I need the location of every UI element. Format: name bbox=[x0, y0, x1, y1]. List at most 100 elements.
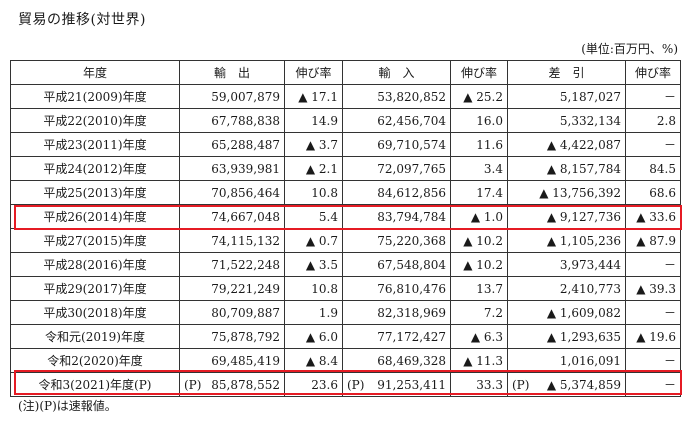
cell-balance-rate-value: 68.6 bbox=[649, 185, 676, 200]
cell-export: 80,709,887 bbox=[179, 300, 285, 325]
cell-import-value: 83,794,784 bbox=[377, 209, 446, 224]
table-row: 平成21(2009)年度 59,007,879 ▲ 17.1 53,820,852 ▲ … bbox=[10, 84, 681, 109]
cell-import-value: 68,469,328 bbox=[377, 353, 446, 368]
unit-label: (単位:百万円、%) bbox=[581, 42, 678, 56]
cell-balance: 2,410,773 bbox=[507, 276, 626, 301]
cell-balance: ▲ 8,157,784 bbox=[507, 156, 626, 181]
cell-export-rate: ▲ 3.5 bbox=[284, 252, 343, 277]
cell-year: 令和3(2021)年度(P) bbox=[10, 372, 180, 397]
cell-balance-value: 2,410,773 bbox=[559, 281, 621, 296]
cell-export: 69,485,419 bbox=[179, 348, 285, 373]
cell-import-rate: ▲ 10.2 bbox=[450, 252, 508, 277]
cell-import-rate-value: ▲ 11.3 bbox=[463, 353, 503, 368]
cell-year: 令和2(2020)年度 bbox=[10, 348, 180, 373]
header-balance: 差 引 bbox=[507, 60, 626, 85]
cell-export-value: 67,788,838 bbox=[211, 113, 280, 128]
cell-export-value: 75,878,792 bbox=[211, 329, 280, 344]
cell-import-value: 72,097,765 bbox=[377, 161, 446, 176]
cell-export-rate-value: ▲ 6.0 bbox=[305, 329, 338, 344]
cell-balance: ▲ 1,609,082 bbox=[507, 300, 626, 325]
table-row: 平成26(2014)年度 74,667,048 5.4 83,794,784 ▲ 1.0… bbox=[10, 204, 681, 229]
cell-import-rate: 3.4 bbox=[450, 156, 508, 181]
cell-import-rate-value: 3.4 bbox=[483, 161, 503, 176]
cell-import-value: 62,456,704 bbox=[377, 113, 446, 128]
cell-export-rate-value: 23.6 bbox=[311, 377, 338, 392]
table-row: 令和元(2019)年度 75,878,792 ▲ 6.0 77,172,427 ▲ 6.… bbox=[10, 324, 681, 349]
cell-import-rate-value: ▲ 6.3 bbox=[470, 329, 503, 344]
cell-import-value: 84,612,856 bbox=[377, 185, 446, 200]
cell-balance-value: 3,973,444 bbox=[559, 257, 621, 272]
cell-import: 68,469,328 bbox=[342, 348, 451, 373]
cell-year-value: 平成22(2010)年度 bbox=[43, 113, 147, 128]
cell-year-value: 令和3(2021)年度(P) bbox=[38, 377, 152, 392]
cell-year: 平成23(2011)年度 bbox=[10, 132, 180, 157]
cell-import: 67,548,804 bbox=[342, 252, 451, 277]
preliminary-mark: (P) bbox=[347, 377, 365, 392]
preliminary-mark: (P) bbox=[184, 377, 202, 392]
cell-export-rate-value: 1.9 bbox=[318, 305, 338, 320]
cell-import-value: 53,820,852 bbox=[377, 89, 446, 104]
cell-export: 75,878,792 bbox=[179, 324, 285, 349]
cell-year: 令和元(2019)年度 bbox=[10, 324, 180, 349]
cell-import: 84,612,856 bbox=[342, 180, 451, 205]
cell-balance: 5,332,134 bbox=[507, 108, 626, 133]
cell-export-rate: ▲ 3.7 bbox=[284, 132, 343, 157]
cell-import-rate: ▲ 11.3 bbox=[450, 348, 508, 373]
cell-export-rate-value: 10.8 bbox=[311, 185, 338, 200]
cell-balance-value: ▲ 8,157,784 bbox=[546, 161, 621, 176]
cell-export-rate-value: ▲ 3.5 bbox=[305, 257, 338, 272]
cell-export: 59,007,879 bbox=[179, 84, 285, 109]
cell-year: 平成22(2010)年度 bbox=[10, 108, 180, 133]
cell-import-rate: 33.3 bbox=[450, 372, 508, 397]
cell-year-value: 平成24(2012)年度 bbox=[43, 161, 147, 176]
cell-balance-rate-value: － bbox=[663, 305, 676, 320]
cell-balance: ▲ 13,756,392 bbox=[507, 180, 626, 205]
cell-export-rate-value: 5.4 bbox=[318, 209, 338, 224]
cell-export-rate-value: 14.9 bbox=[311, 113, 338, 128]
cell-export-rate: 5.4 bbox=[284, 204, 343, 229]
cell-export-value: 63,939,981 bbox=[211, 161, 280, 176]
cell-import-value: 67,548,804 bbox=[377, 257, 446, 272]
cell-import-rate: ▲ 1.0 bbox=[450, 204, 508, 229]
cell-balance-rate-value: － bbox=[663, 353, 676, 368]
table-row: 平成23(2011)年度 65,288,487 ▲ 3.7 69,710,574 11.… bbox=[10, 132, 681, 157]
cell-import-rate-value: ▲ 1.0 bbox=[470, 209, 503, 224]
cell-balance: ▲ 1,105,236 bbox=[507, 228, 626, 253]
cell-import-rate-value: 13.7 bbox=[476, 281, 503, 296]
cell-import-rate: 7.2 bbox=[450, 300, 508, 325]
cell-export: 63,939,981 bbox=[179, 156, 285, 181]
cell-balance: 5,187,027 bbox=[507, 84, 626, 109]
trade-table: 年度 輸 出 伸び率 輸 入 伸び率 差 引 伸び率 平成21(2009)年度 5… bbox=[10, 60, 681, 397]
cell-import-rate-value: 16.0 bbox=[476, 113, 503, 128]
cell-export-rate: 1.9 bbox=[284, 300, 343, 325]
cell-balance-rate: － bbox=[625, 252, 681, 277]
cell-export: 74,115,132 bbox=[179, 228, 285, 253]
cell-year-value: 平成28(2016)年度 bbox=[43, 257, 147, 272]
cell-export-rate-value: ▲ 17.1 bbox=[298, 89, 338, 104]
cell-import-rate: ▲ 25.2 bbox=[450, 84, 508, 109]
cell-balance-value: 1,016,091 bbox=[559, 353, 621, 368]
cell-export-value: 65,288,487 bbox=[211, 137, 280, 152]
cell-balance-value: ▲ 1,293,635 bbox=[546, 329, 621, 344]
cell-import-rate-value: 17.4 bbox=[476, 185, 503, 200]
cell-export: 71,522,248 bbox=[179, 252, 285, 277]
preliminary-mark: (P) bbox=[512, 377, 530, 392]
cell-export-rate: ▲ 0.7 bbox=[284, 228, 343, 253]
cell-balance: 3,973,444 bbox=[507, 252, 626, 277]
header-year: 年度 bbox=[10, 60, 180, 85]
cell-import: 83,794,784 bbox=[342, 204, 451, 229]
cell-balance-rate: － bbox=[625, 132, 681, 157]
table-row: 平成30(2018)年度 80,709,887 1.9 82,318,969 7.2 ▲ … bbox=[10, 300, 681, 325]
cell-balance-rate: － bbox=[625, 300, 681, 325]
cell-export-value: 69,485,419 bbox=[211, 353, 280, 368]
cell-year-value: 平成23(2011)年度 bbox=[43, 137, 147, 152]
table-row: 平成29(2017)年度 79,221,249 10.8 76,810,476 13.7… bbox=[10, 276, 681, 301]
cell-export-value: 74,667,048 bbox=[211, 209, 280, 224]
cell-balance-rate: － bbox=[625, 84, 681, 109]
cell-balance-rate: ▲ 33.6 bbox=[625, 204, 681, 229]
header-import: 輸 入 bbox=[342, 60, 451, 85]
cell-balance-rate-value: ▲ 33.6 bbox=[636, 209, 676, 224]
cell-import: 72,097,765 bbox=[342, 156, 451, 181]
cell-export-rate-value: ▲ 2.1 bbox=[305, 161, 338, 176]
cell-import: 82,318,969 bbox=[342, 300, 451, 325]
